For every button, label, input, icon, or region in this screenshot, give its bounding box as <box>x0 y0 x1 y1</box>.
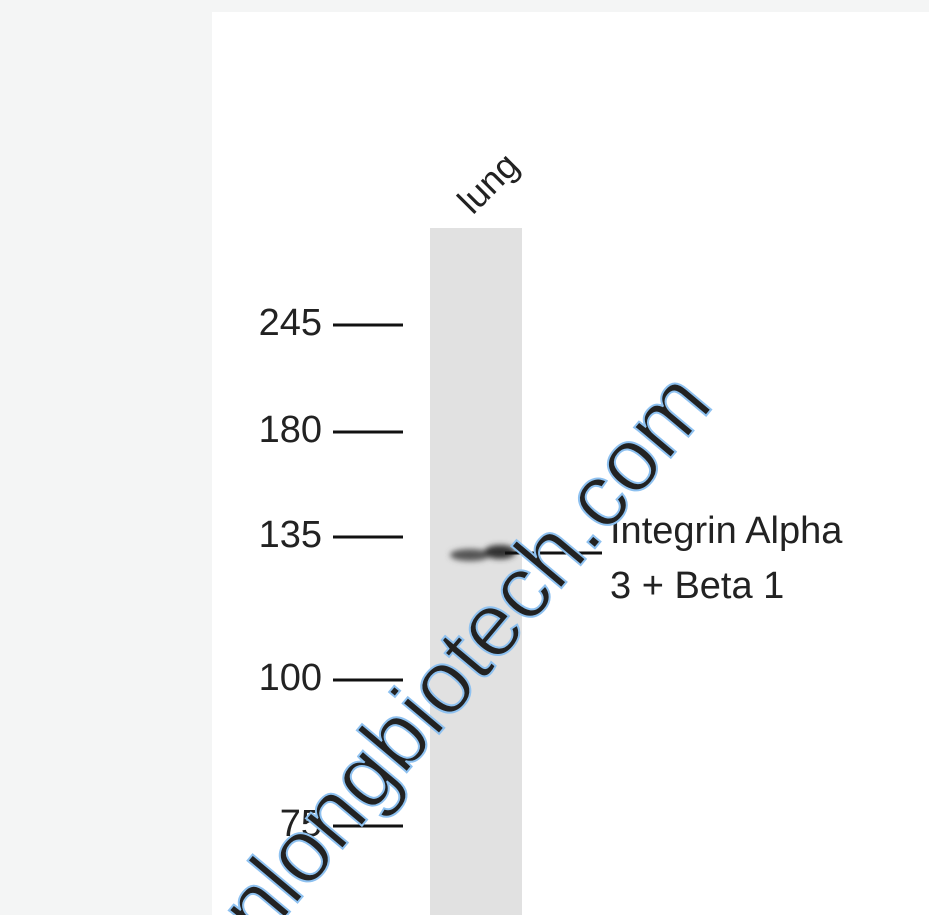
blot-figure: lung 24518013510075 Integrin Alpha 3 + B… <box>0 0 929 915</box>
marker-label: 135 <box>259 514 322 556</box>
marker-label: 245 <box>259 302 322 344</box>
marker-label: 100 <box>259 657 322 699</box>
marker-label: 180 <box>259 409 322 451</box>
band-label: 3 + Beta 1 <box>610 565 784 607</box>
page: lung 24518013510075 Integrin Alpha 3 + B… <box>0 0 929 915</box>
